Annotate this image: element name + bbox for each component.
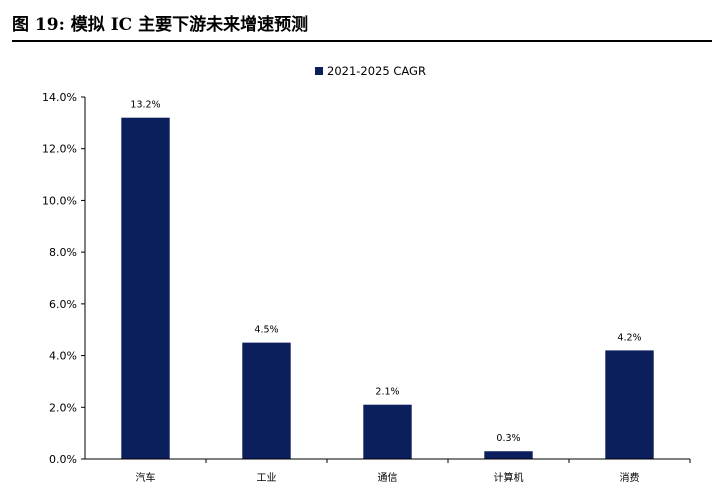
y-tick-label: 10.0% [42,194,77,207]
y-tick-label: 14.0% [42,91,77,104]
y-tick-label: 4.0% [49,350,77,363]
data-label: 0.3% [496,433,520,444]
y-tick-label: 6.0% [49,298,77,311]
x-category-label: 通信 [378,472,398,484]
title-rule [12,40,712,42]
bar [605,350,654,459]
legend: 2021-2025 CAGR [315,64,426,78]
x-category-label: 消费 [620,471,640,484]
y-axis-ticks: 0.0% 2.0% 4.0% 6.0% 8.0% 10.0% 12.0% 14.0% [42,91,85,466]
data-labels: 13.2% 4.5% 2.1% 0.3% 4.2% [130,100,641,445]
x-category-label: 计算机 [494,471,524,484]
bar [121,117,170,459]
data-label: 4.2% [617,332,641,343]
x-category-label: 工业 [257,472,277,484]
figure-title: 图 19: 模拟 IC 主要下游未来增速预测 [12,15,309,35]
bar [242,342,291,459]
legend-label: 2021-2025 CAGR [327,64,426,78]
data-label: 13.2% [130,100,160,111]
bar [363,404,412,459]
bars [121,117,654,459]
x-axis-labels: 汽车 工业 通信 计算机 消费 [136,459,691,484]
legend-swatch [315,67,323,75]
y-tick-label: 2.0% [49,401,77,414]
x-category-label: 汽车 [136,471,156,484]
y-tick-label: 0.0% [49,453,77,466]
bar [484,451,533,459]
y-tick-label: 12.0% [42,143,77,156]
data-label: 4.5% [254,325,278,336]
data-label: 2.1% [375,387,399,398]
y-tick-label: 8.0% [49,246,77,259]
